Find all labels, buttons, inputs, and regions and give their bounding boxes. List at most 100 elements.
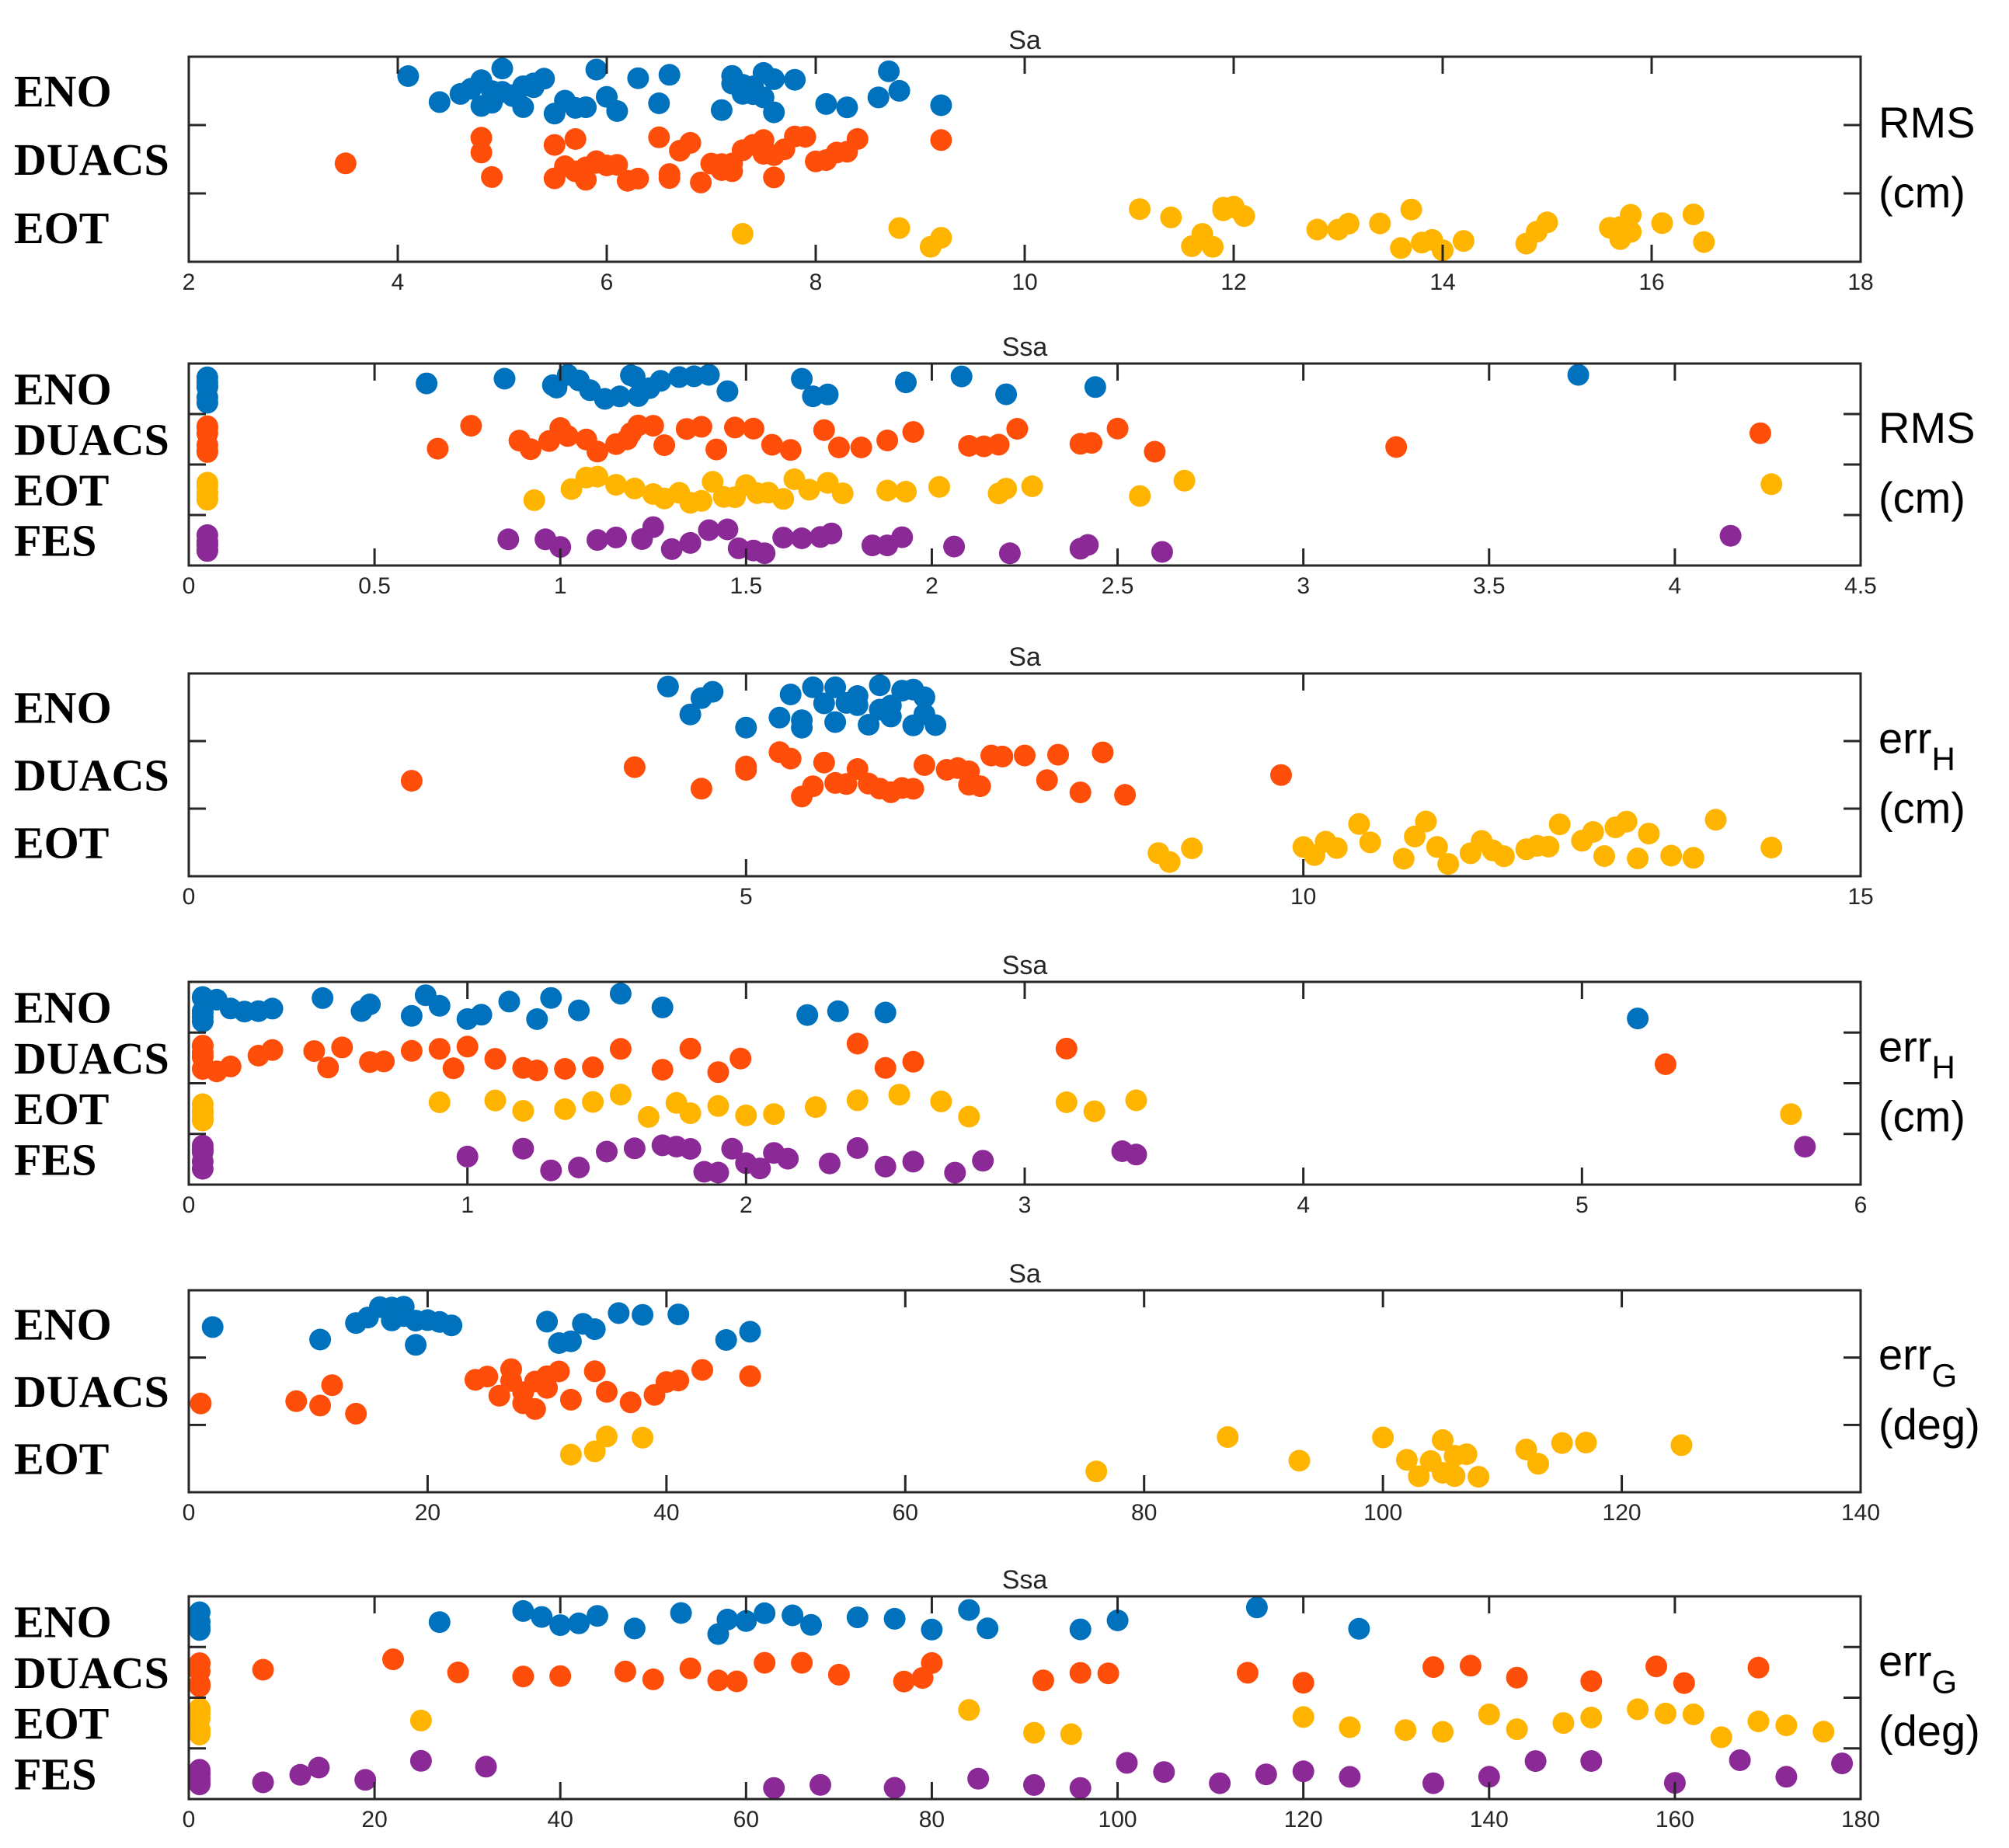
point-duacs xyxy=(481,165,503,188)
point-eno xyxy=(710,99,733,121)
point-eot xyxy=(1552,1712,1575,1735)
point-eno xyxy=(779,684,802,705)
point-eot xyxy=(609,1084,632,1106)
point-eot xyxy=(1060,1723,1082,1745)
point-eot xyxy=(523,489,545,511)
point-duacs xyxy=(345,1402,367,1425)
point-eot xyxy=(582,1091,604,1113)
point-duacs xyxy=(549,1665,572,1687)
point-duacs xyxy=(196,433,218,456)
point-fes xyxy=(497,528,520,551)
point-duacs xyxy=(1047,743,1069,766)
point-duacs xyxy=(648,126,670,148)
point-eot xyxy=(1125,1089,1147,1112)
point-fes xyxy=(944,1161,966,1184)
point-eot xyxy=(930,1090,952,1112)
point-eot xyxy=(1348,813,1370,835)
row-label-eno: ENO xyxy=(14,1299,112,1349)
point-duacs xyxy=(1114,784,1137,806)
point-duacs xyxy=(802,775,824,798)
point-eot xyxy=(763,1103,785,1126)
point-eno xyxy=(878,60,900,82)
point-eno xyxy=(428,1611,451,1634)
point-fes xyxy=(707,1161,729,1184)
point-eno xyxy=(428,91,451,113)
x-tick-label: 120 xyxy=(1284,1807,1323,1832)
point-eot xyxy=(632,1426,654,1449)
point-duacs xyxy=(526,1060,548,1081)
point-eot xyxy=(1306,218,1328,241)
point-eno xyxy=(888,79,910,102)
point-fes xyxy=(820,522,843,545)
point-eot xyxy=(1593,845,1615,868)
x-tick-label: 3 xyxy=(1297,573,1310,599)
scatter-panel-5: Sa 0 20 40 60 80 100 120 140 ENO DUACS EOT errG (deg) xyxy=(14,1259,1980,1526)
point-eno xyxy=(512,1599,534,1622)
point-duacs xyxy=(726,1670,748,1693)
x-tick-label: 0 xyxy=(183,1192,196,1218)
point-duacs xyxy=(707,1061,729,1084)
point-eno xyxy=(791,716,813,739)
point-eot xyxy=(1400,198,1422,221)
row-label-eot: EOT xyxy=(14,1084,110,1134)
point-duacs xyxy=(1422,1656,1444,1679)
point-eno xyxy=(958,1599,980,1621)
row-label-eno: ENO xyxy=(14,683,112,733)
point-eot xyxy=(1158,851,1181,873)
point-duacs xyxy=(1747,1656,1770,1679)
point-duacs xyxy=(456,1035,479,1058)
point-duacs xyxy=(1645,1655,1667,1678)
point-eot xyxy=(1395,1449,1418,1471)
point-eno xyxy=(440,1314,463,1337)
x-tick-label: 18 xyxy=(1847,270,1873,295)
point-eot xyxy=(888,1084,910,1106)
x-tick-label: 2 xyxy=(183,270,196,295)
point-duacs xyxy=(587,440,608,463)
point-eot xyxy=(930,227,952,249)
point-eot xyxy=(1292,1706,1314,1728)
x-tick-label: 0 xyxy=(183,1500,196,1526)
x-tick-label: 4 xyxy=(392,270,405,295)
point-eno xyxy=(649,370,672,392)
axes-frame xyxy=(187,1289,1862,1494)
row-label-duacs: DUACS xyxy=(14,1033,169,1084)
point-duacs xyxy=(835,773,858,795)
point-eno xyxy=(802,676,824,698)
point-fes xyxy=(754,542,776,565)
y-axis-unit: (deg) xyxy=(1878,1707,1980,1756)
point-eno xyxy=(568,1612,590,1634)
point-eno xyxy=(813,692,835,715)
point-fes xyxy=(810,1773,831,1796)
point-fes xyxy=(679,531,702,554)
x-tick-label: 8 xyxy=(810,270,823,295)
point-duacs xyxy=(1270,764,1292,786)
point-duacs xyxy=(651,1059,674,1081)
row-label-duacs: DUACS xyxy=(14,1648,169,1698)
x-tick-label: 0 xyxy=(183,573,196,599)
point-eno xyxy=(533,68,555,90)
point-eot xyxy=(1747,1711,1770,1732)
point-duacs xyxy=(554,1058,576,1080)
point-eno xyxy=(359,994,381,1015)
point-duacs xyxy=(285,1390,308,1412)
point-eno xyxy=(924,714,947,736)
point-eot xyxy=(958,1105,980,1128)
point-eno xyxy=(716,380,739,402)
point-eot xyxy=(1760,473,1783,496)
point-eot xyxy=(928,475,950,498)
point-eno xyxy=(698,364,720,386)
y-axis-label-subscript: H xyxy=(1931,1049,1955,1086)
x-tick-label: 15 xyxy=(1847,884,1873,910)
point-duacs xyxy=(667,1369,690,1392)
point-eot xyxy=(805,1096,827,1119)
point-duacs xyxy=(690,416,712,438)
point-duacs xyxy=(548,1360,570,1383)
point-eno xyxy=(470,1004,493,1026)
row-label-eot: EOT xyxy=(14,1698,110,1749)
panel-title: Sa xyxy=(1008,1259,1041,1289)
y-axis-label-subscript: G xyxy=(1931,1664,1957,1700)
point-eno xyxy=(950,365,973,388)
point-fes xyxy=(475,1756,497,1778)
point-fes xyxy=(1775,1766,1798,1788)
point-duacs xyxy=(575,169,597,191)
